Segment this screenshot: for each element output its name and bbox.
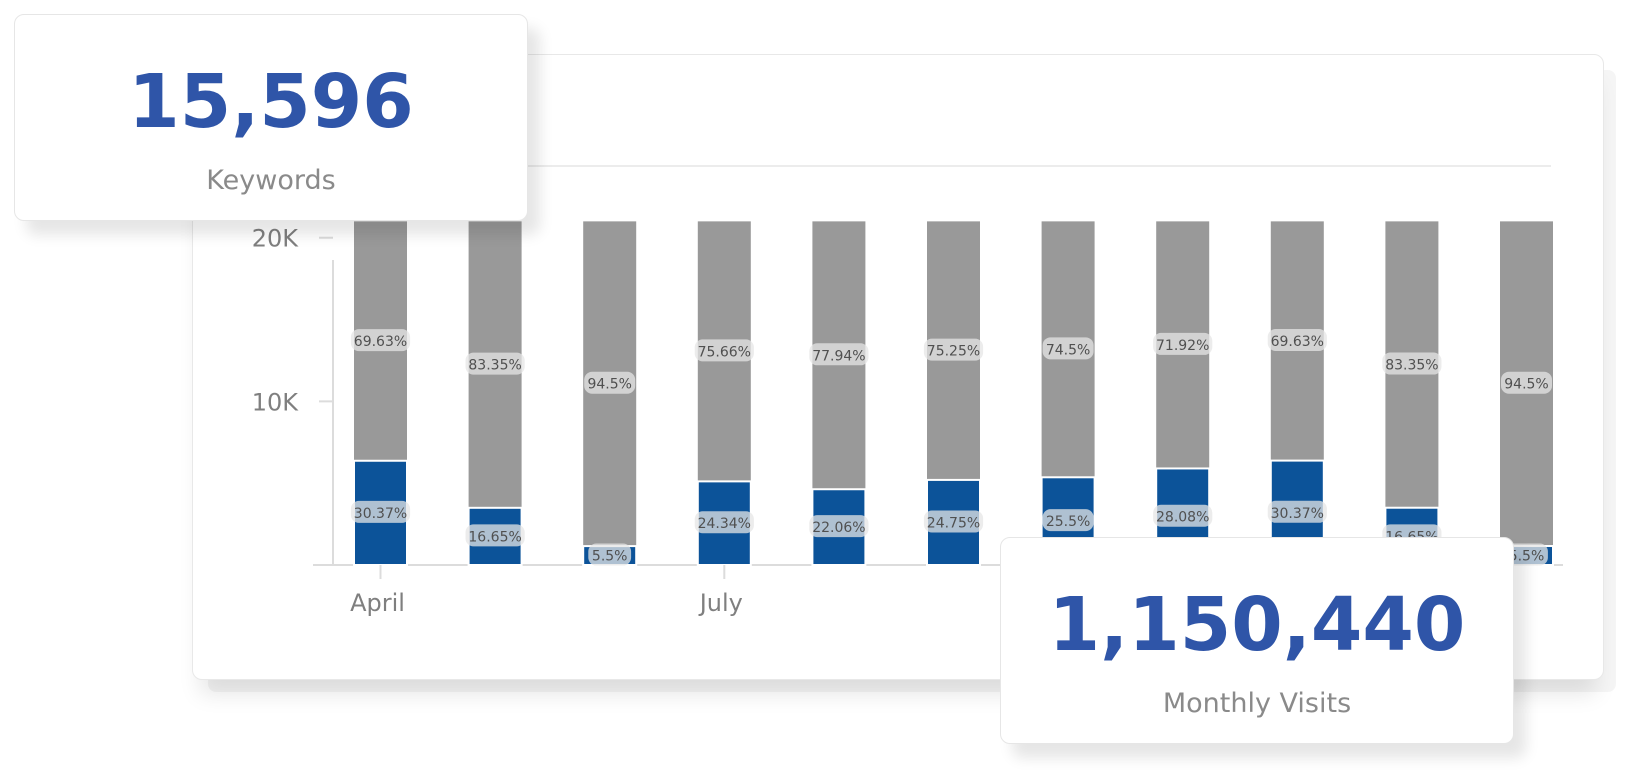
data-label-bottom: 24.34% [698,516,751,532]
data-label-top: 75.66% [698,344,751,360]
data-label-bottom-bg [923,510,984,533]
data-label-top-bg [923,338,984,361]
data-label-bottom-bg [809,515,869,538]
monthly-visits-label: Monthly Visits [1162,688,1352,719]
data-label-top-bg [1382,352,1442,375]
data-label-bottom: 24.75% [927,515,980,531]
data-label-top-bg [1042,337,1094,360]
data-label-top-bg [350,329,411,352]
x-tick-label: July [698,589,743,617]
data-label-bottom: 30.37% [354,506,407,522]
monthly-visits-count: 1,150,440 [1048,582,1466,668]
data-label-top: 71.92% [1156,338,1209,354]
data-label-top-bg [465,352,525,375]
data-label-top-bg [584,371,636,394]
data-label-top-bg [1153,332,1213,355]
data-label-bottom-bg [465,524,525,547]
data-label-bottom: 16.65% [468,529,521,545]
x-tick-label: April [350,589,405,617]
data-label-top: 94.5% [587,377,631,393]
data-label-bottom: 5.5% [592,549,628,565]
data-label-top-bg [1267,328,1327,351]
data-label-top-bg [1501,371,1552,394]
data-label-bottom-bg [694,511,754,534]
data-label-top: 83.35% [1385,358,1438,374]
data-label-top-bg [694,339,754,362]
y-tick-label: 10K [252,388,300,416]
data-label-bottom-bg [588,543,632,566]
data-label-bottom-bg [350,500,411,523]
keywords-count: 15,596 [128,59,414,145]
keywords-stat-card: 15,596 Keywords [14,14,528,221]
data-label-bottom-bg [1267,500,1327,523]
data-label-top: 83.35% [468,358,521,374]
monthly-visits-stat-card: 1,150,440 Monthly Visits [1000,537,1514,744]
data-label-top: 69.63% [1271,334,1324,350]
data-label-bottom: 28.08% [1156,510,1209,526]
y-tick-label: 20K [252,225,300,253]
data-label-top: 77.94% [812,348,865,364]
data-label-bottom-bg [1505,543,1548,566]
data-label-bottom-bg [1153,504,1213,527]
data-label-bottom: 25.5% [1046,514,1090,530]
data-label-bottom: 22.06% [812,520,865,536]
data-label-bottom: 30.37% [1271,506,1324,522]
data-label-bottom: 5.5% [1509,549,1545,565]
data-label-top-bg [809,343,869,366]
data-label-bottom-bg [1042,509,1094,532]
data-label-top: 94.5% [1504,377,1548,393]
keywords-label: Keywords [206,165,336,196]
card-divider [333,165,1551,167]
data-label-top: 69.63% [354,334,407,350]
data-label-top: 75.25% [927,344,980,360]
data-label-top: 74.5% [1046,342,1090,358]
